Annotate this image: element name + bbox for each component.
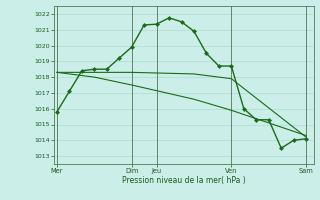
X-axis label: Pression niveau de la mer( hPa ): Pression niveau de la mer( hPa ) [122, 176, 246, 185]
